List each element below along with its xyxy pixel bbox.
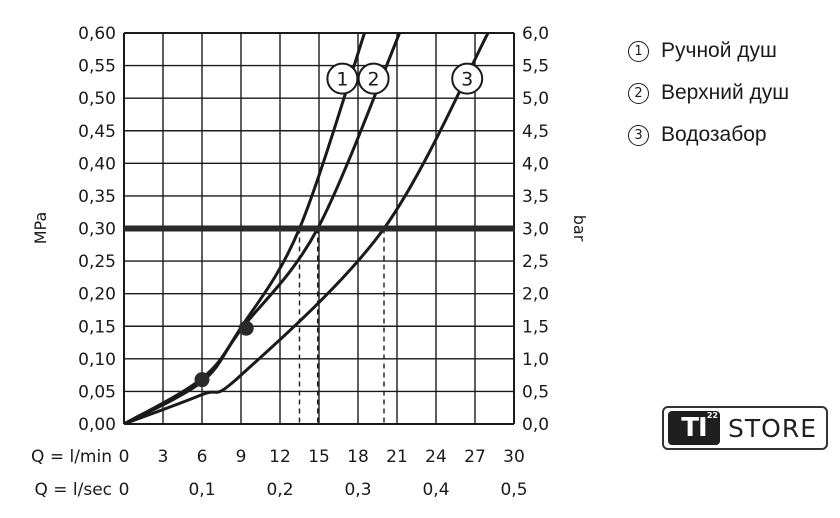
logo-mark-text: TI: [681, 413, 707, 443]
y2-tick-label: 1,0: [522, 350, 549, 370]
x2-tick-label: 0,3: [344, 480, 371, 500]
x-tick-label: 0: [119, 447, 130, 467]
x2-axis-title: Q = l/sec: [34, 480, 112, 500]
y2-tick-label: 3,5: [522, 187, 549, 207]
y2-tick-label: 3,0: [522, 220, 549, 240]
x2-tick-label: 0,1: [188, 480, 215, 500]
curve-label: 3: [461, 69, 473, 91]
y-tick-label: 0,35: [78, 187, 116, 207]
y2-tick-label: 5,5: [522, 57, 549, 77]
curves: [124, 33, 490, 424]
legend-item: 1 Ручной душ: [628, 30, 789, 72]
y-tick-label: 0,05: [78, 382, 116, 402]
logo-mark: TI 22: [668, 411, 720, 445]
y-tick-label: 0,50: [78, 89, 116, 109]
x2-tick-label: 0: [119, 480, 130, 500]
curve-label-circle: [451, 62, 484, 95]
curve-label: 1: [336, 69, 348, 91]
y-tick-label: 0,40: [78, 154, 116, 174]
y-tick-label: 0,55: [78, 57, 116, 77]
y-axis-right-title: bar: [570, 215, 589, 242]
markers: [194, 320, 254, 388]
x-tick-label: 30: [503, 447, 525, 467]
x-tick-label: 27: [464, 447, 486, 467]
x-tick-label: 18: [347, 447, 369, 467]
x-axis: Q = l/min 0 3 6 9 12 15 18 21 24 27 30: [31, 447, 525, 467]
legend-label: Верхний душ: [661, 81, 790, 104]
x2-tick-label: 0,4: [422, 480, 449, 500]
y-tick-label: 0,45: [78, 122, 116, 142]
x-tick-label: 6: [197, 447, 208, 467]
y2-tick-label: 2,0: [522, 285, 549, 305]
y2-tick-label: 5,0: [522, 89, 549, 109]
logo-superscript: 22: [706, 411, 718, 420]
legend-marker: 1: [628, 40, 649, 62]
x-tick-label: 21: [386, 447, 408, 467]
data-point-marker: [238, 320, 254, 336]
drop-lines: [298, 228, 385, 424]
x2-tick-label: 0,2: [266, 480, 293, 500]
logo-word: STORE: [728, 413, 817, 443]
y2-tick-label: 2,5: [522, 252, 549, 272]
y-tick-label: 0,10: [78, 350, 116, 370]
y-tick-label: 0,15: [78, 317, 116, 337]
y2-tick-label: 0,0: [522, 415, 549, 435]
series-line: [124, 33, 402, 424]
legend-marker: 2: [628, 82, 649, 104]
series-line: [124, 33, 490, 424]
y-tick-label: 0,20: [78, 285, 116, 305]
y-tick-label: 0,30: [78, 220, 116, 240]
store-logo: TI 22 STORE: [662, 406, 828, 450]
data-point-marker: [194, 372, 210, 388]
y-axis-left: 0,00 0,05 0,10 0,15 0,20 0,25 0,30 0,35 0,40 0,45…: [78, 24, 116, 435]
curve-label-circle: [357, 62, 390, 95]
legend: 1 Ручной душ 2 Верхний душ 3 Водозабор: [628, 30, 789, 156]
curve-label: 2: [368, 69, 380, 91]
x-tick-label: 12: [269, 447, 291, 467]
legend-marker: 3: [628, 124, 649, 146]
legend-label: Водозабор: [661, 123, 767, 146]
x-axis-title: Q = l/min: [31, 447, 112, 467]
x-tick-label: 24: [425, 447, 447, 467]
x-tick-label: 15: [308, 447, 330, 467]
x2-tick-label: 0,5: [500, 480, 527, 500]
y2-tick-label: 0,5: [522, 382, 549, 402]
y-tick-label: 0,60: [78, 24, 116, 44]
y2-tick-label: 4,0: [522, 154, 549, 174]
series-line: [124, 33, 366, 424]
y-tick-label: 0,00: [78, 415, 116, 435]
curve-label-circle: [326, 62, 359, 95]
x2-axis: Q = l/sec 0 0,1 0,2 0,3 0,4 0,5: [34, 480, 527, 500]
x-tick-label: 3: [158, 447, 169, 467]
y-tick-label: 0,25: [78, 252, 116, 272]
y-axis-right: 0,0 0,5 1,0 1,5 2,0 2,5 3,0 3,5 4,0 4,5 5,0 5,5 6,0: [522, 24, 549, 435]
y2-tick-label: 4,5: [522, 122, 549, 142]
y2-tick-label: 6,0: [522, 24, 549, 44]
legend-item: 3 Водозабор: [628, 114, 789, 156]
y2-tick-label: 1,5: [522, 317, 549, 337]
x-tick-label: 9: [236, 447, 247, 467]
legend-label: Ручной душ: [661, 39, 777, 62]
y-axis-left-title: MPa: [31, 212, 50, 245]
legend-item: 2 Верхний душ: [628, 72, 789, 114]
